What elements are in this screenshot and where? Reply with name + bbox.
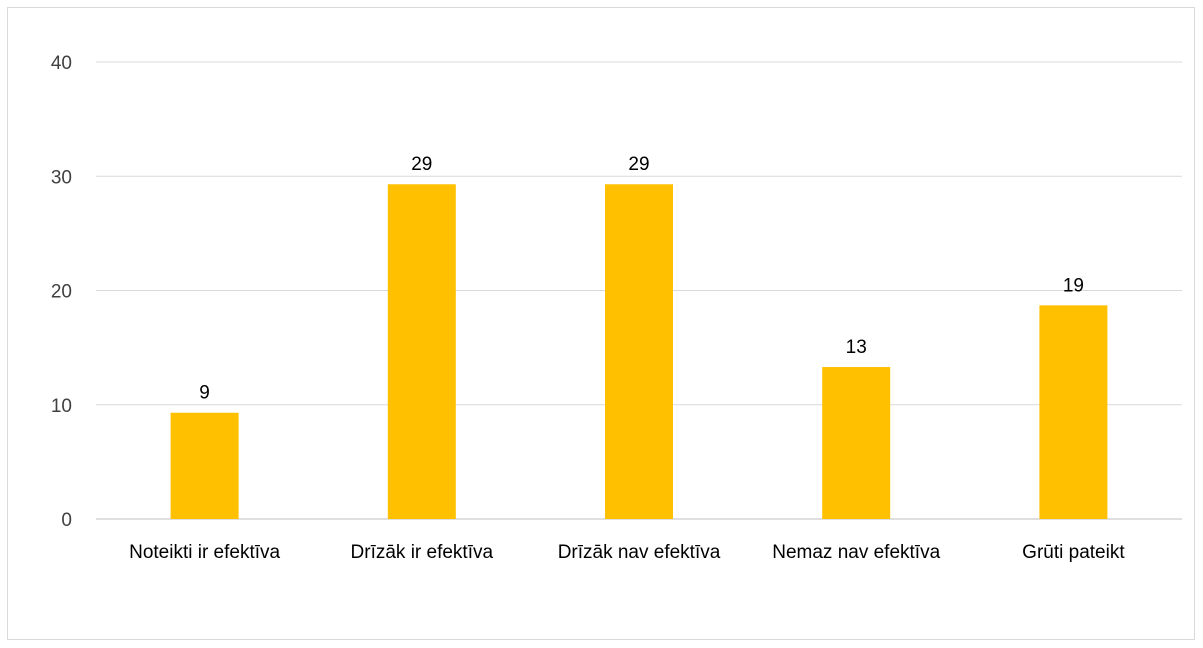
data-label: 19	[1063, 275, 1084, 296]
bar	[605, 184, 673, 519]
bars	[170, 184, 1108, 519]
bar	[822, 367, 891, 519]
data-label: 13	[846, 337, 867, 358]
data-label: 9	[199, 383, 210, 404]
data-labels: 9 29 29 13 19	[199, 154, 1084, 404]
y-tick-label: 0	[61, 510, 72, 531]
y-axis-ticks: 0 10 20 30 40	[51, 53, 72, 531]
category-label: Drīzāk nav efektīva	[558, 542, 721, 563]
bar	[170, 412, 239, 519]
y-tick-label: 20	[51, 282, 72, 303]
y-tick-label: 30	[51, 167, 72, 188]
bar	[1039, 305, 1108, 519]
chart-frame	[7, 7, 1195, 640]
data-label: 29	[411, 154, 432, 175]
category-label: Drīzāk ir efektīva	[351, 542, 494, 563]
data-label: 29	[628, 154, 649, 175]
category-label: Noteikti ir efektīva	[129, 542, 280, 563]
category-label: Nemaz nav efektīva	[772, 542, 940, 563]
y-tick-label: 40	[51, 53, 72, 74]
category-label: Grūti pateikt	[1022, 542, 1125, 563]
y-tick-label: 10	[51, 396, 72, 417]
bar	[387, 184, 456, 519]
category-labels: Noteikti ir efektīva Drīzāk ir efektīva Dr…	[129, 542, 1125, 563]
